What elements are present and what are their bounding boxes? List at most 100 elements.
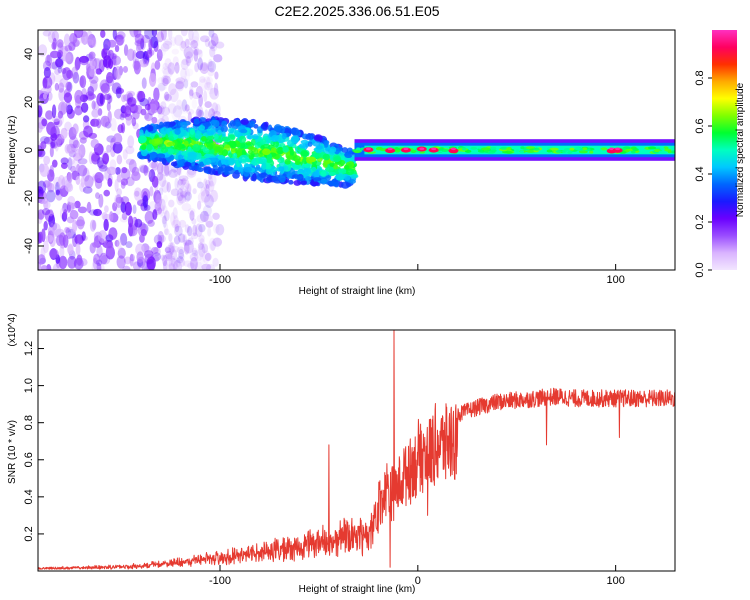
spectrogram-cell <box>344 165 350 170</box>
spectrogram-cell <box>160 74 169 86</box>
spectrogram-cell <box>122 66 128 73</box>
snr-y-tick-label: 0.4 <box>23 489 35 504</box>
spectrogram-cell <box>199 210 209 223</box>
spectrogram-cell <box>162 205 168 215</box>
spectrogram-cell <box>515 149 520 153</box>
spectrogram-cell <box>54 82 59 91</box>
spectrogram-cell <box>89 209 99 216</box>
snr-x-tick-label: 0 <box>415 575 421 587</box>
spectrogram-cell <box>167 30 173 40</box>
spectrogram-cell <box>46 121 56 136</box>
spectrogram-cell <box>92 241 100 248</box>
spectrogram-cell <box>71 66 78 80</box>
spectrogram-cell <box>158 187 164 196</box>
spectrogram-cell <box>149 161 158 169</box>
spectrogram-cell <box>181 99 188 112</box>
spectrogram-cell <box>57 65 63 74</box>
spectrogram-cell <box>229 120 236 127</box>
spectrogram-cell <box>112 202 118 212</box>
spectrogram-cell <box>38 232 42 244</box>
spectrogram-cell <box>164 58 172 69</box>
spectrogram-cell <box>164 246 171 254</box>
spectrogram-cell <box>92 208 102 217</box>
spectrogram-cell <box>202 205 212 217</box>
spectrogram-cell <box>180 30 188 37</box>
spectrogram-cell <box>122 265 131 270</box>
spectrogram-cell <box>160 101 167 110</box>
spectrogram-cell <box>63 209 68 219</box>
spectrogram-cell <box>38 44 48 57</box>
spectrogram-cell <box>104 205 109 213</box>
spectrogram-cell <box>131 171 141 181</box>
spectrogram-cell <box>168 233 173 242</box>
spectrogram-cell <box>179 191 188 198</box>
spectrogram-cell <box>48 209 54 217</box>
spectrogram-cell <box>186 183 192 197</box>
spectrogram-cell <box>156 199 162 208</box>
spectrogram-cell <box>185 55 191 67</box>
spectrogram-cell <box>115 86 122 99</box>
spectrogram-cell <box>99 252 108 265</box>
spectrogram-cell <box>171 48 180 55</box>
spectrogram-cell <box>197 200 202 210</box>
spectrogram-cell <box>204 179 211 189</box>
spectrogram-cell <box>90 138 99 149</box>
spectrogram-cell <box>183 78 189 89</box>
spectrogram-cell <box>64 45 73 52</box>
spectrogram-cell <box>94 171 104 184</box>
spectrogram-cell <box>260 145 265 150</box>
spectrogram-cell <box>200 186 206 197</box>
spectrogram-cell <box>175 79 185 92</box>
spectrogram-cell <box>151 175 159 188</box>
spectrogram-cell <box>207 67 215 77</box>
spectrogram-cell <box>198 234 205 243</box>
spectrogram-cell <box>74 89 84 104</box>
spectrogram-cell <box>75 175 81 185</box>
spectrogram-cell <box>180 67 187 80</box>
spectrogram-cell <box>333 156 342 162</box>
snr-y-tick-label: 0.2 <box>23 526 35 541</box>
spectrogram-cell <box>208 180 215 192</box>
spectrogram-cell <box>113 66 122 80</box>
spectrogram-cell <box>96 262 102 270</box>
spectrogram-cell <box>67 255 77 269</box>
spectrogram-cell <box>191 218 197 225</box>
spectrogram-cell <box>156 241 163 249</box>
spectrogram-cell <box>201 263 212 270</box>
spectrogram-cell <box>164 254 173 262</box>
spectrogram-cell <box>132 122 139 130</box>
spectrogram-cell <box>60 157 69 165</box>
spectrogram-cell <box>178 175 189 182</box>
spectrogram-cell <box>120 201 127 213</box>
spectrogram-cell <box>194 261 203 270</box>
spectrogram-cell <box>141 77 147 89</box>
spectrogram-cell <box>121 166 128 174</box>
snr-y-tick-label: 1.2 <box>23 341 35 356</box>
spectrogram-cell <box>60 127 68 140</box>
spectrogram-cell <box>38 180 47 194</box>
spectrogram-cell <box>176 246 186 254</box>
spectrogram-cell <box>220 125 228 133</box>
spectrogram-cell <box>520 146 525 150</box>
spectrogram-cell <box>247 149 254 155</box>
spectrogram-cell <box>192 48 203 56</box>
spectrogram-cell <box>115 194 122 209</box>
spectrogram-cell <box>185 171 194 180</box>
spectrogram-cell <box>329 146 337 153</box>
spectrogram-cell <box>208 58 213 68</box>
spectrogram-cell <box>148 139 155 145</box>
spectrogram-cell <box>67 158 76 165</box>
spectrogram-cell <box>338 168 347 175</box>
spectrogram-peak <box>450 147 456 151</box>
spectrogram-cell <box>38 209 45 220</box>
spectrogram-cell <box>116 154 123 165</box>
spectrogram-cell <box>149 186 154 197</box>
spectrogram-cell <box>203 178 208 191</box>
spectrogram-cell <box>140 148 148 157</box>
spectrogram-cell <box>167 263 176 270</box>
spectrogram-cell <box>157 112 165 120</box>
spectrogram-cell <box>161 106 171 116</box>
spectrogram-cell <box>39 163 50 177</box>
spectrogram-cell <box>248 152 254 160</box>
spectrogram-cell <box>212 212 220 220</box>
